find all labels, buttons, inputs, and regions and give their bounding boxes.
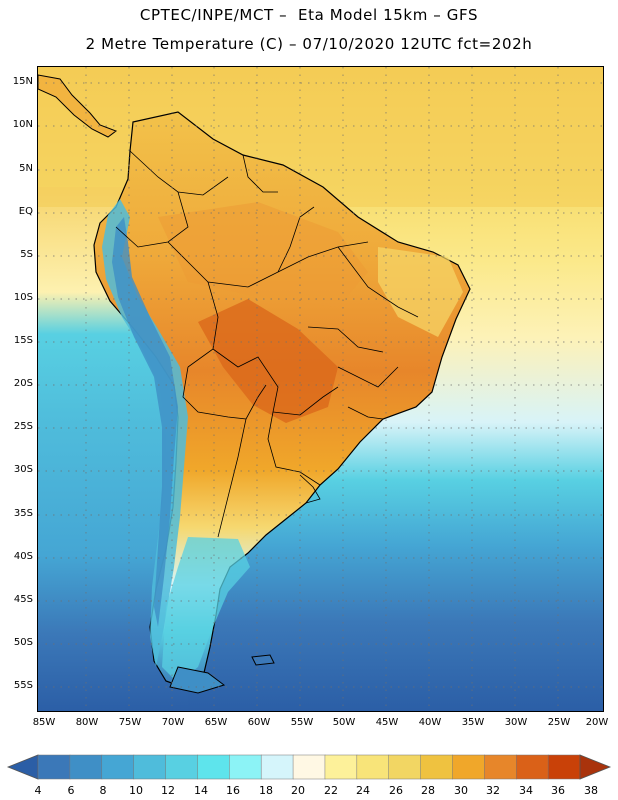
andes-core bbox=[112, 217, 178, 627]
colorbar-label: 8 bbox=[99, 784, 107, 797]
lon-label: 20W bbox=[585, 717, 609, 728]
lon-label: 70W bbox=[161, 717, 185, 728]
colorbar-cell bbox=[37, 754, 71, 780]
colorbar-label: 34 bbox=[519, 784, 533, 797]
lon-label: 55W bbox=[290, 717, 314, 728]
colorbar-right-arrow bbox=[579, 754, 612, 780]
colorbar-cells bbox=[37, 754, 581, 780]
falkland-islands bbox=[251, 654, 275, 666]
lat-label: 25S bbox=[13, 421, 33, 432]
hot-core bbox=[198, 299, 338, 423]
lon-label: 80W bbox=[75, 717, 99, 728]
colorbar-label: 30 bbox=[454, 784, 468, 797]
colorbar-label: 16 bbox=[226, 784, 240, 797]
colorbar-label: 28 bbox=[421, 784, 435, 797]
temperature-map bbox=[37, 66, 604, 712]
colorbar-label: 14 bbox=[194, 784, 208, 797]
lon-label: 30W bbox=[504, 717, 528, 728]
colorbar-cell bbox=[197, 754, 230, 780]
colorbar-cell bbox=[515, 754, 549, 780]
lon-label: 35W bbox=[461, 717, 485, 728]
lat-label: 20S bbox=[13, 378, 33, 389]
colorbar-label: 32 bbox=[486, 784, 500, 797]
colorbar-label: 22 bbox=[324, 784, 338, 797]
graticule bbox=[38, 67, 603, 711]
colorbar-label: 36 bbox=[551, 784, 565, 797]
central-america bbox=[38, 74, 118, 138]
colorbar-cell bbox=[229, 754, 262, 780]
colorbar-cell bbox=[452, 754, 485, 780]
lon-label: 50W bbox=[332, 717, 356, 728]
lat-label: 5N bbox=[19, 163, 33, 174]
lat-label: 45S bbox=[13, 594, 33, 605]
warm-amazon bbox=[158, 202, 368, 307]
lon-label: 40W bbox=[418, 717, 442, 728]
colorbar-cell bbox=[324, 754, 358, 780]
colorbar-cell bbox=[388, 754, 422, 780]
lat-label: 40S bbox=[13, 551, 33, 562]
lon-label: 45W bbox=[375, 717, 399, 728]
patagonia-cool bbox=[162, 537, 250, 683]
colorbar-cell bbox=[356, 754, 390, 780]
map-subtitle: 2 Metre Temperature (C) – 07/10/2020 12U… bbox=[85, 35, 533, 53]
country-borders bbox=[115, 150, 419, 538]
lat-label: 15S bbox=[13, 335, 33, 346]
lat-label: 30S bbox=[13, 464, 33, 475]
lat-label: EQ bbox=[18, 206, 33, 217]
colorbar-label: 4 bbox=[34, 784, 42, 797]
colorbar-cell bbox=[69, 754, 103, 780]
lat-label: 5S bbox=[20, 249, 33, 260]
colorbar-cell bbox=[484, 754, 517, 780]
colorbar-label: 12 bbox=[161, 784, 175, 797]
colorbar-left-arrow bbox=[6, 754, 39, 780]
colorbar-cell bbox=[547, 754, 581, 780]
colorbar-cell bbox=[420, 754, 454, 780]
lat-label: 50S bbox=[13, 637, 33, 648]
colorbar-cell bbox=[292, 754, 326, 780]
colorbar-cell bbox=[260, 754, 294, 780]
lat-label: 10N bbox=[12, 119, 33, 130]
colorbar-label: 26 bbox=[389, 784, 403, 797]
tierra-del-fuego bbox=[169, 666, 226, 694]
lon-label: 65W bbox=[204, 717, 228, 728]
colorbar-label: 18 bbox=[259, 784, 273, 797]
colorbar-label: 38 bbox=[584, 784, 598, 797]
colorbar-label: 6 bbox=[67, 784, 75, 797]
lon-label: 75W bbox=[118, 717, 142, 728]
lon-label: 60W bbox=[247, 717, 271, 728]
map-title: CPTEC/INPE/MCT – Eta Model 15km – GFS bbox=[139, 6, 479, 24]
lat-label: 15N bbox=[12, 76, 33, 87]
colorbar-label: 24 bbox=[356, 784, 370, 797]
lat-label: 35S bbox=[13, 508, 33, 519]
colorbar-label: 20 bbox=[291, 784, 305, 797]
colorbar-cell bbox=[101, 754, 135, 780]
colorbar bbox=[6, 754, 612, 780]
colorbar-cell bbox=[133, 754, 167, 780]
lon-label: 85W bbox=[32, 717, 56, 728]
lat-label: 55S bbox=[13, 680, 33, 691]
ne-brazil-yellow bbox=[378, 247, 463, 337]
lat-label: 10S bbox=[13, 292, 33, 303]
colorbar-label: 10 bbox=[129, 784, 143, 797]
colorbar-cell bbox=[165, 754, 198, 780]
lon-label: 25W bbox=[547, 717, 571, 728]
